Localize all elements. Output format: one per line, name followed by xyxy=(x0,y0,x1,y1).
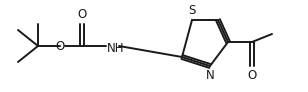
Text: O: O xyxy=(55,39,65,53)
Text: NH: NH xyxy=(107,41,124,54)
Text: N: N xyxy=(206,69,214,82)
Text: O: O xyxy=(77,8,87,21)
Text: S: S xyxy=(188,4,196,17)
Text: O: O xyxy=(247,69,257,82)
